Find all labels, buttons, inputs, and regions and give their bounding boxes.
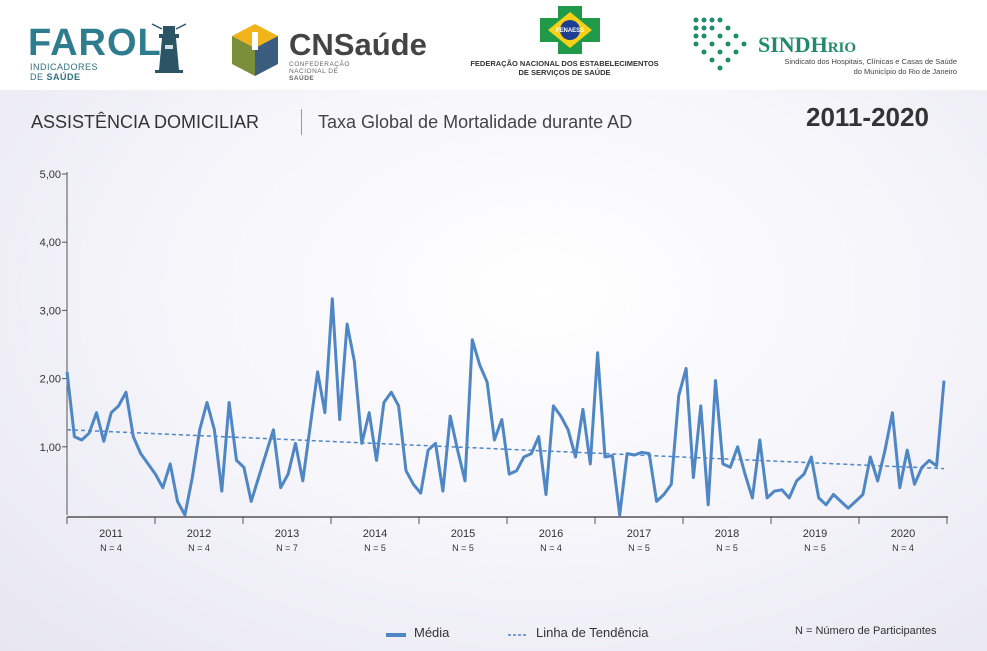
y-tick-label: 4,00 [40,237,61,249]
legend-solid-swatch [386,626,406,641]
legend-item-media: Média [386,625,449,641]
x-participants-label: N = 4 [540,543,562,553]
series-line-media [65,297,946,517]
farol-logo-text: FAROL [28,22,162,64]
sindhrio-logo-text: SINDHRIO [758,32,857,57]
x-year-label: 2011 [99,528,123,540]
x-participants-label: N = 4 [100,543,122,553]
x-year-label: 2019 [803,528,827,540]
y-tick-label: 3,00 [40,305,61,317]
x-year-label: 2016 [539,528,563,540]
line-chart: 5,00 4,00 3,00 2,00 1,00 2011 N = 4 2012 N = 4 20… [40,169,948,553]
x-participants-label: N = 5 [628,543,650,553]
farol-logo-subtitle: INDICADORES DE SAÚDE [30,62,99,82]
cnsaude-logo-text: CNSaúde [289,27,427,62]
legend-label-media: Média [414,625,450,640]
cnsaude-logo-subtitle: CONFEDERAÇÃO NACIONAL DE SAÚDE [289,61,350,82]
sindhrio-dots-icon [693,17,747,71]
legend-item-trend: Linha de Tendência [508,625,649,641]
x-participants-label: N = 4 [188,543,210,553]
x-year-label: 2018 [715,528,739,540]
x-participants-label: N = 5 [804,543,826,553]
section-title: ASSISTÊNCIA DOMICILIAR [31,112,260,132]
x-year-label: 2012 [187,528,211,540]
y-tick-label: 1,00 [40,442,61,454]
title-divider [301,109,302,135]
sindhrio-logo-subtitle: Sindicato dos Hospitais, Clínicas e Casa… [784,57,957,76]
lighthouse-icon [151,23,187,73]
fenaess-logo-text: FEDERAÇÃO NACIONAL DOS ESTABELECIMENTOS … [470,59,659,77]
y-tick-label: 2,00 [40,374,61,386]
x-year-label: 2015 [451,528,475,540]
fenaess-badge-text: FENAESS [556,28,584,34]
x-participants-label: N = 4 [892,543,914,553]
x-year-label: 2014 [363,528,387,540]
series-line-trend [66,429,945,470]
x-year-label: 2013 [275,528,299,540]
participants-note: N = Número de Participantes [795,625,937,637]
period-title: 2011-2020 [806,102,929,132]
x-participants-label: N = 5 [364,543,386,553]
indicator-title: Taxa Global de Mortalidade durante AD [318,112,633,132]
x-participants-label: N = 7 [276,543,298,553]
legend-dashed-swatch [508,626,528,641]
cnsaude-cube-icon [232,24,278,76]
x-year-label: 2017 [627,528,651,540]
header-bar: FAROL INDICADORES DE SAÚDE CNSaúde CONFE… [0,0,987,90]
x-participants-label: N = 5 [716,543,738,553]
fenaess-cross-icon: FENAESS [540,6,600,54]
legend-label-trend: Linha de Tendência [536,625,649,640]
y-tick-label: 5,00 [40,169,61,181]
x-year-label: 2020 [891,528,915,540]
x-participants-label: N = 5 [452,543,474,553]
